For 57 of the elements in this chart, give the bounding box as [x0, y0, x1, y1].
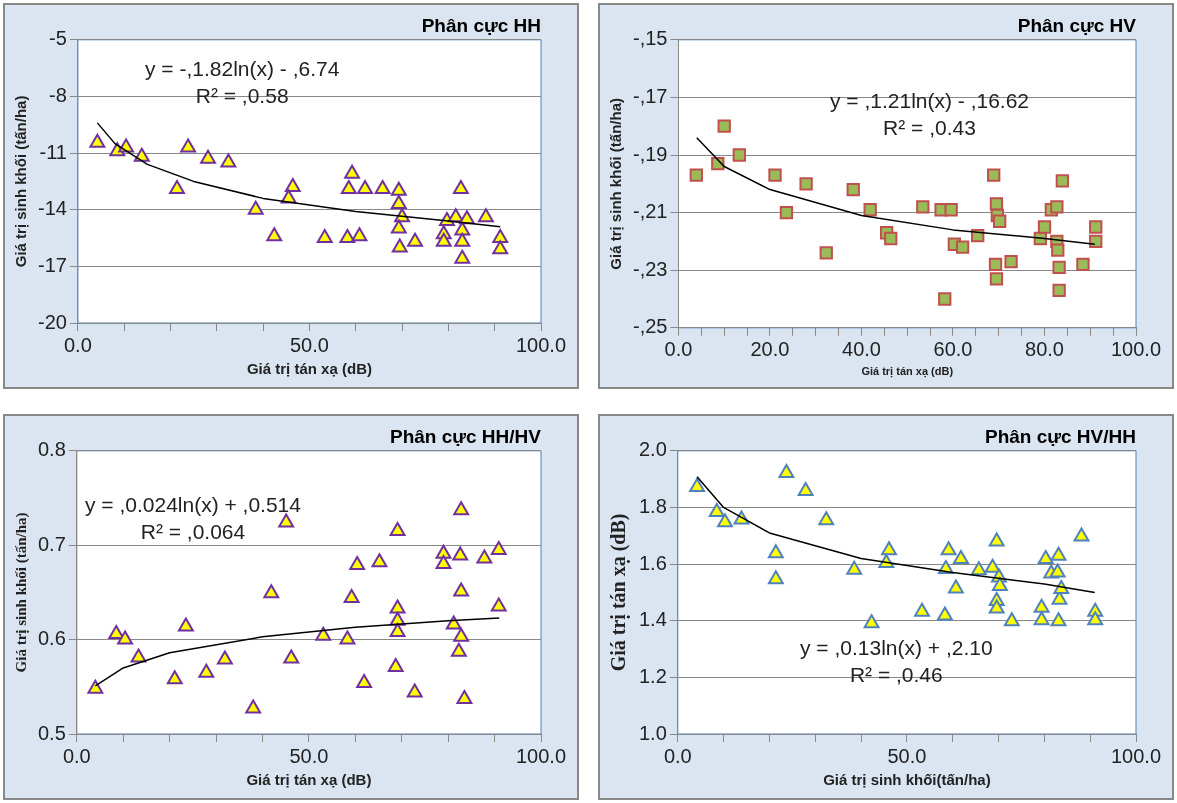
x-axis-title: Giá trị tán xạ (dB) [246, 771, 372, 789]
x-tick-label: 0.0 [62, 744, 91, 767]
chart-title: Phân cực HV/HH [984, 425, 1136, 447]
x-tick-label: 100.0 [1110, 338, 1162, 361]
x-tick-label: 50.0 [289, 744, 329, 767]
y-tick-label: -,23 [632, 257, 668, 280]
y-tick-label: -,25 [632, 315, 668, 338]
y-tick-label: -17 [38, 253, 67, 276]
x-tick-label: 40.0 [842, 338, 881, 361]
y-tick-label: 0.6 [37, 627, 66, 650]
y-tick-label: 1.8 [638, 494, 667, 517]
annotation: y = ,0.024ln(x) + ,0.514 [85, 492, 301, 518]
x-tick-label: 80.0 [1025, 338, 1064, 361]
y-tick-label: -,15 [632, 27, 668, 50]
x-axis-title: Giá trị sinh khối(tấn/ha) [823, 771, 991, 789]
x-tick-label: 100.0 [1110, 744, 1162, 767]
y-tick-label: -8 [49, 83, 67, 106]
y-tick-label: -5 [49, 27, 67, 50]
y-tick-label: 2.0 [638, 438, 667, 461]
x-tick-label: 50.0 [887, 744, 927, 767]
y-axis-title: Giá trị sinh khối (tấn/ha) [12, 512, 30, 673]
y-tick-label: 1.0 [638, 721, 667, 744]
annotation: y = -,1.82ln(x) - ,6.74 [145, 56, 340, 82]
x-tick-label: 50.0 [289, 333, 329, 356]
y-tick-label: -,19 [632, 142, 668, 165]
annotation: R² = ,0.46 [848, 662, 944, 688]
x-axis-title: Giá trị tán xạ (dB) [246, 360, 372, 378]
y-tick-label: 0.5 [37, 721, 66, 744]
y-tick-label: -20 [38, 310, 67, 333]
y-axis-title: Giá trị tán xạ (dB) [607, 513, 631, 672]
y-tick-label: -11 [39, 140, 67, 163]
x-tick-label: 0.0 [663, 744, 692, 767]
x-tick-label: 20.0 [750, 338, 790, 361]
annotation: R² = ,0.43 [882, 115, 977, 141]
y-tick-label: -14 [38, 197, 67, 220]
y-tick-label: -,17 [632, 84, 668, 107]
y-tick-label: 1.4 [638, 608, 667, 631]
x-tick-label: 100.0 [515, 744, 567, 767]
chart-title: Phân cực HV [1017, 14, 1137, 36]
y-tick-label: 1.2 [638, 664, 667, 687]
y-tick-label: -,21 [632, 200, 668, 223]
annotation: y = ,0.13ln(x) + ,2.10 [800, 635, 993, 661]
x-tick-label: 0.0 [64, 333, 92, 356]
annotation: R² = ,0.58 [194, 83, 290, 109]
y-tick-label: 0.8 [37, 438, 66, 461]
annotation: R² = ,0.064 [139, 519, 247, 545]
annotation: y = ,1.21ln(x) - ,16.62 [830, 88, 1030, 114]
y-axis-title: Giá trị sinh khối (tấn/ha) [607, 97, 625, 270]
chart-title: Phân cực HH [421, 14, 541, 36]
chart-title: Phân cực HH/HV [389, 425, 542, 447]
x-tick-label: 0.0 [664, 338, 693, 361]
y-axis-title: Giá trị sinh khối (tấn/ha) [12, 95, 30, 268]
x-tick-label: 60.0 [933, 338, 973, 361]
y-tick-label: 0.7 [37, 532, 66, 555]
y-tick-label: 1.6 [638, 551, 667, 574]
x-axis-title: Giá trị tán xạ (dB) [861, 365, 954, 379]
x-tick-label: 100.0 [515, 333, 567, 356]
